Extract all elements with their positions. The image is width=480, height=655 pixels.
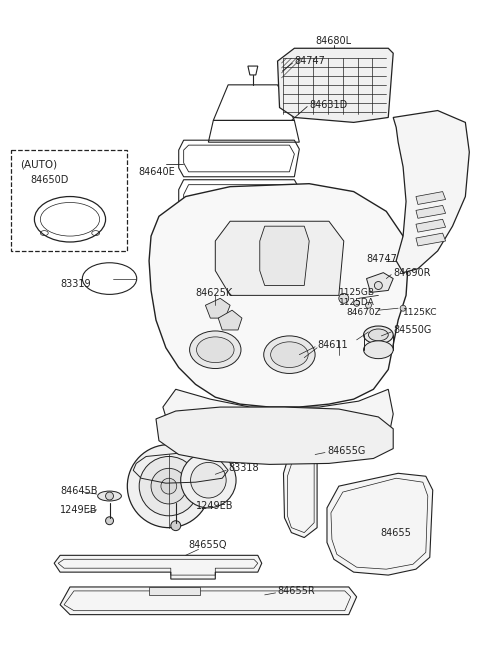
Polygon shape: [216, 221, 344, 295]
Polygon shape: [416, 219, 445, 232]
Text: 1125DA: 1125DA: [339, 298, 374, 307]
Polygon shape: [416, 192, 445, 204]
Text: 84680L: 84680L: [316, 36, 352, 47]
Circle shape: [139, 457, 199, 515]
Text: 84747: 84747: [294, 56, 325, 66]
Polygon shape: [149, 183, 408, 407]
Bar: [11, 150, 127, 251]
Text: 1125KC: 1125KC: [403, 308, 438, 316]
Ellipse shape: [369, 329, 388, 341]
Polygon shape: [260, 226, 309, 286]
Polygon shape: [393, 111, 469, 272]
Text: 84690R: 84690R: [393, 268, 431, 278]
Polygon shape: [416, 206, 445, 218]
Text: 1125GB: 1125GB: [339, 288, 375, 297]
Text: 83318: 83318: [228, 463, 259, 474]
Circle shape: [191, 462, 226, 498]
Ellipse shape: [97, 491, 121, 501]
Ellipse shape: [363, 341, 393, 359]
Text: (AUTO): (AUTO): [21, 160, 58, 170]
Text: 83319: 83319: [60, 278, 91, 288]
Text: 84650D: 84650D: [30, 175, 69, 185]
Circle shape: [106, 492, 113, 500]
Ellipse shape: [363, 326, 393, 344]
Circle shape: [400, 305, 406, 311]
Text: 84655Q: 84655Q: [189, 540, 227, 550]
Text: 84640E: 84640E: [138, 167, 175, 177]
Polygon shape: [327, 474, 433, 575]
Text: 84631D: 84631D: [309, 100, 348, 109]
Circle shape: [366, 303, 372, 309]
Circle shape: [354, 301, 360, 307]
Text: 84625K: 84625K: [195, 288, 233, 299]
Circle shape: [339, 293, 349, 303]
Polygon shape: [277, 48, 393, 122]
Polygon shape: [205, 298, 230, 318]
Circle shape: [171, 521, 180, 531]
Circle shape: [161, 478, 177, 494]
Polygon shape: [163, 389, 393, 460]
Text: 84655G: 84655G: [327, 445, 365, 456]
Ellipse shape: [196, 337, 234, 363]
Text: 84655: 84655: [380, 527, 411, 538]
Circle shape: [180, 453, 236, 508]
Ellipse shape: [264, 336, 315, 373]
Circle shape: [151, 468, 187, 504]
Text: 1249EB: 1249EB: [195, 501, 233, 511]
Ellipse shape: [271, 342, 308, 367]
Text: 84747: 84747: [367, 253, 397, 264]
Text: 1249EB: 1249EB: [60, 505, 97, 515]
Circle shape: [106, 517, 113, 525]
Text: 84645B: 84645B: [60, 486, 97, 496]
Polygon shape: [156, 407, 393, 464]
Polygon shape: [149, 587, 201, 595]
Polygon shape: [416, 233, 445, 246]
Polygon shape: [367, 272, 393, 292]
Ellipse shape: [190, 331, 241, 369]
Text: 84611: 84611: [317, 340, 348, 350]
Polygon shape: [284, 447, 317, 538]
Circle shape: [374, 282, 383, 290]
Polygon shape: [60, 587, 357, 614]
Polygon shape: [218, 310, 242, 330]
Text: 84670Z: 84670Z: [347, 308, 382, 316]
Text: 84550G: 84550G: [393, 325, 432, 335]
Text: 84655R: 84655R: [277, 586, 315, 596]
Circle shape: [127, 445, 210, 528]
Polygon shape: [54, 555, 262, 579]
